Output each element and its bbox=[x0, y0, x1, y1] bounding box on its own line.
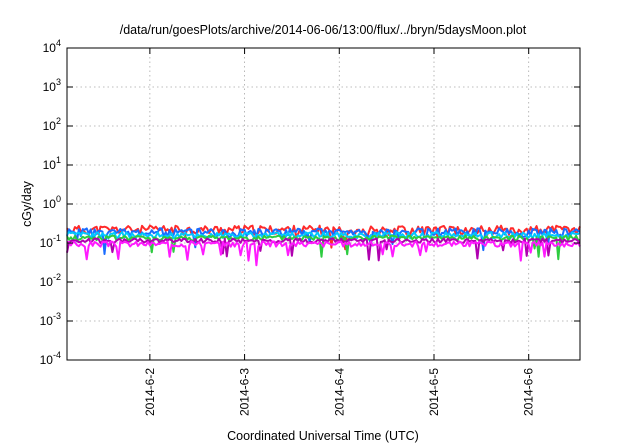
x-tick-label: 2014-6-3 bbox=[238, 368, 252, 416]
y-axis-label: cGy/day bbox=[20, 180, 34, 227]
x-tick-label: 2014-6-4 bbox=[332, 368, 346, 416]
y-tick-label: 10-4 bbox=[40, 350, 61, 367]
x-tick-label: 2014-6-5 bbox=[427, 368, 441, 416]
grid bbox=[67, 48, 580, 360]
x-axis: 2014-6-2 2014-6-3 2014-6-4 2014-6-5 2014-6-6 bbox=[143, 48, 536, 416]
y-tick-label: 10-1 bbox=[40, 233, 61, 250]
series-line-5 bbox=[66, 237, 581, 262]
x-tick-label: 2014-6-6 bbox=[522, 368, 536, 416]
series-line-4 bbox=[66, 234, 581, 261]
y-tick-label: 101 bbox=[43, 155, 61, 172]
x-axis-label: Coordinated Universal Time (UTC) bbox=[227, 429, 419, 443]
y-tick-label: 104 bbox=[43, 38, 61, 55]
y-tick-label: 10-2 bbox=[40, 272, 61, 289]
y-tick-label: 100 bbox=[43, 194, 61, 211]
y-axis: 10-4 10-3 10-2 10-1 100 101 102 103 104 bbox=[40, 38, 580, 367]
series-layer bbox=[66, 224, 581, 267]
y-tick-label: 103 bbox=[43, 77, 61, 94]
y-tick-label: 10-3 bbox=[40, 311, 61, 328]
series-line-6 bbox=[66, 240, 581, 267]
chart-title: /data/run/goesPlots/archive/2014-06-06/1… bbox=[120, 23, 527, 37]
y-tick-label: 102 bbox=[43, 116, 61, 133]
x-tick-label: 2014-6-2 bbox=[143, 368, 157, 416]
series-line-2 bbox=[66, 227, 581, 255]
